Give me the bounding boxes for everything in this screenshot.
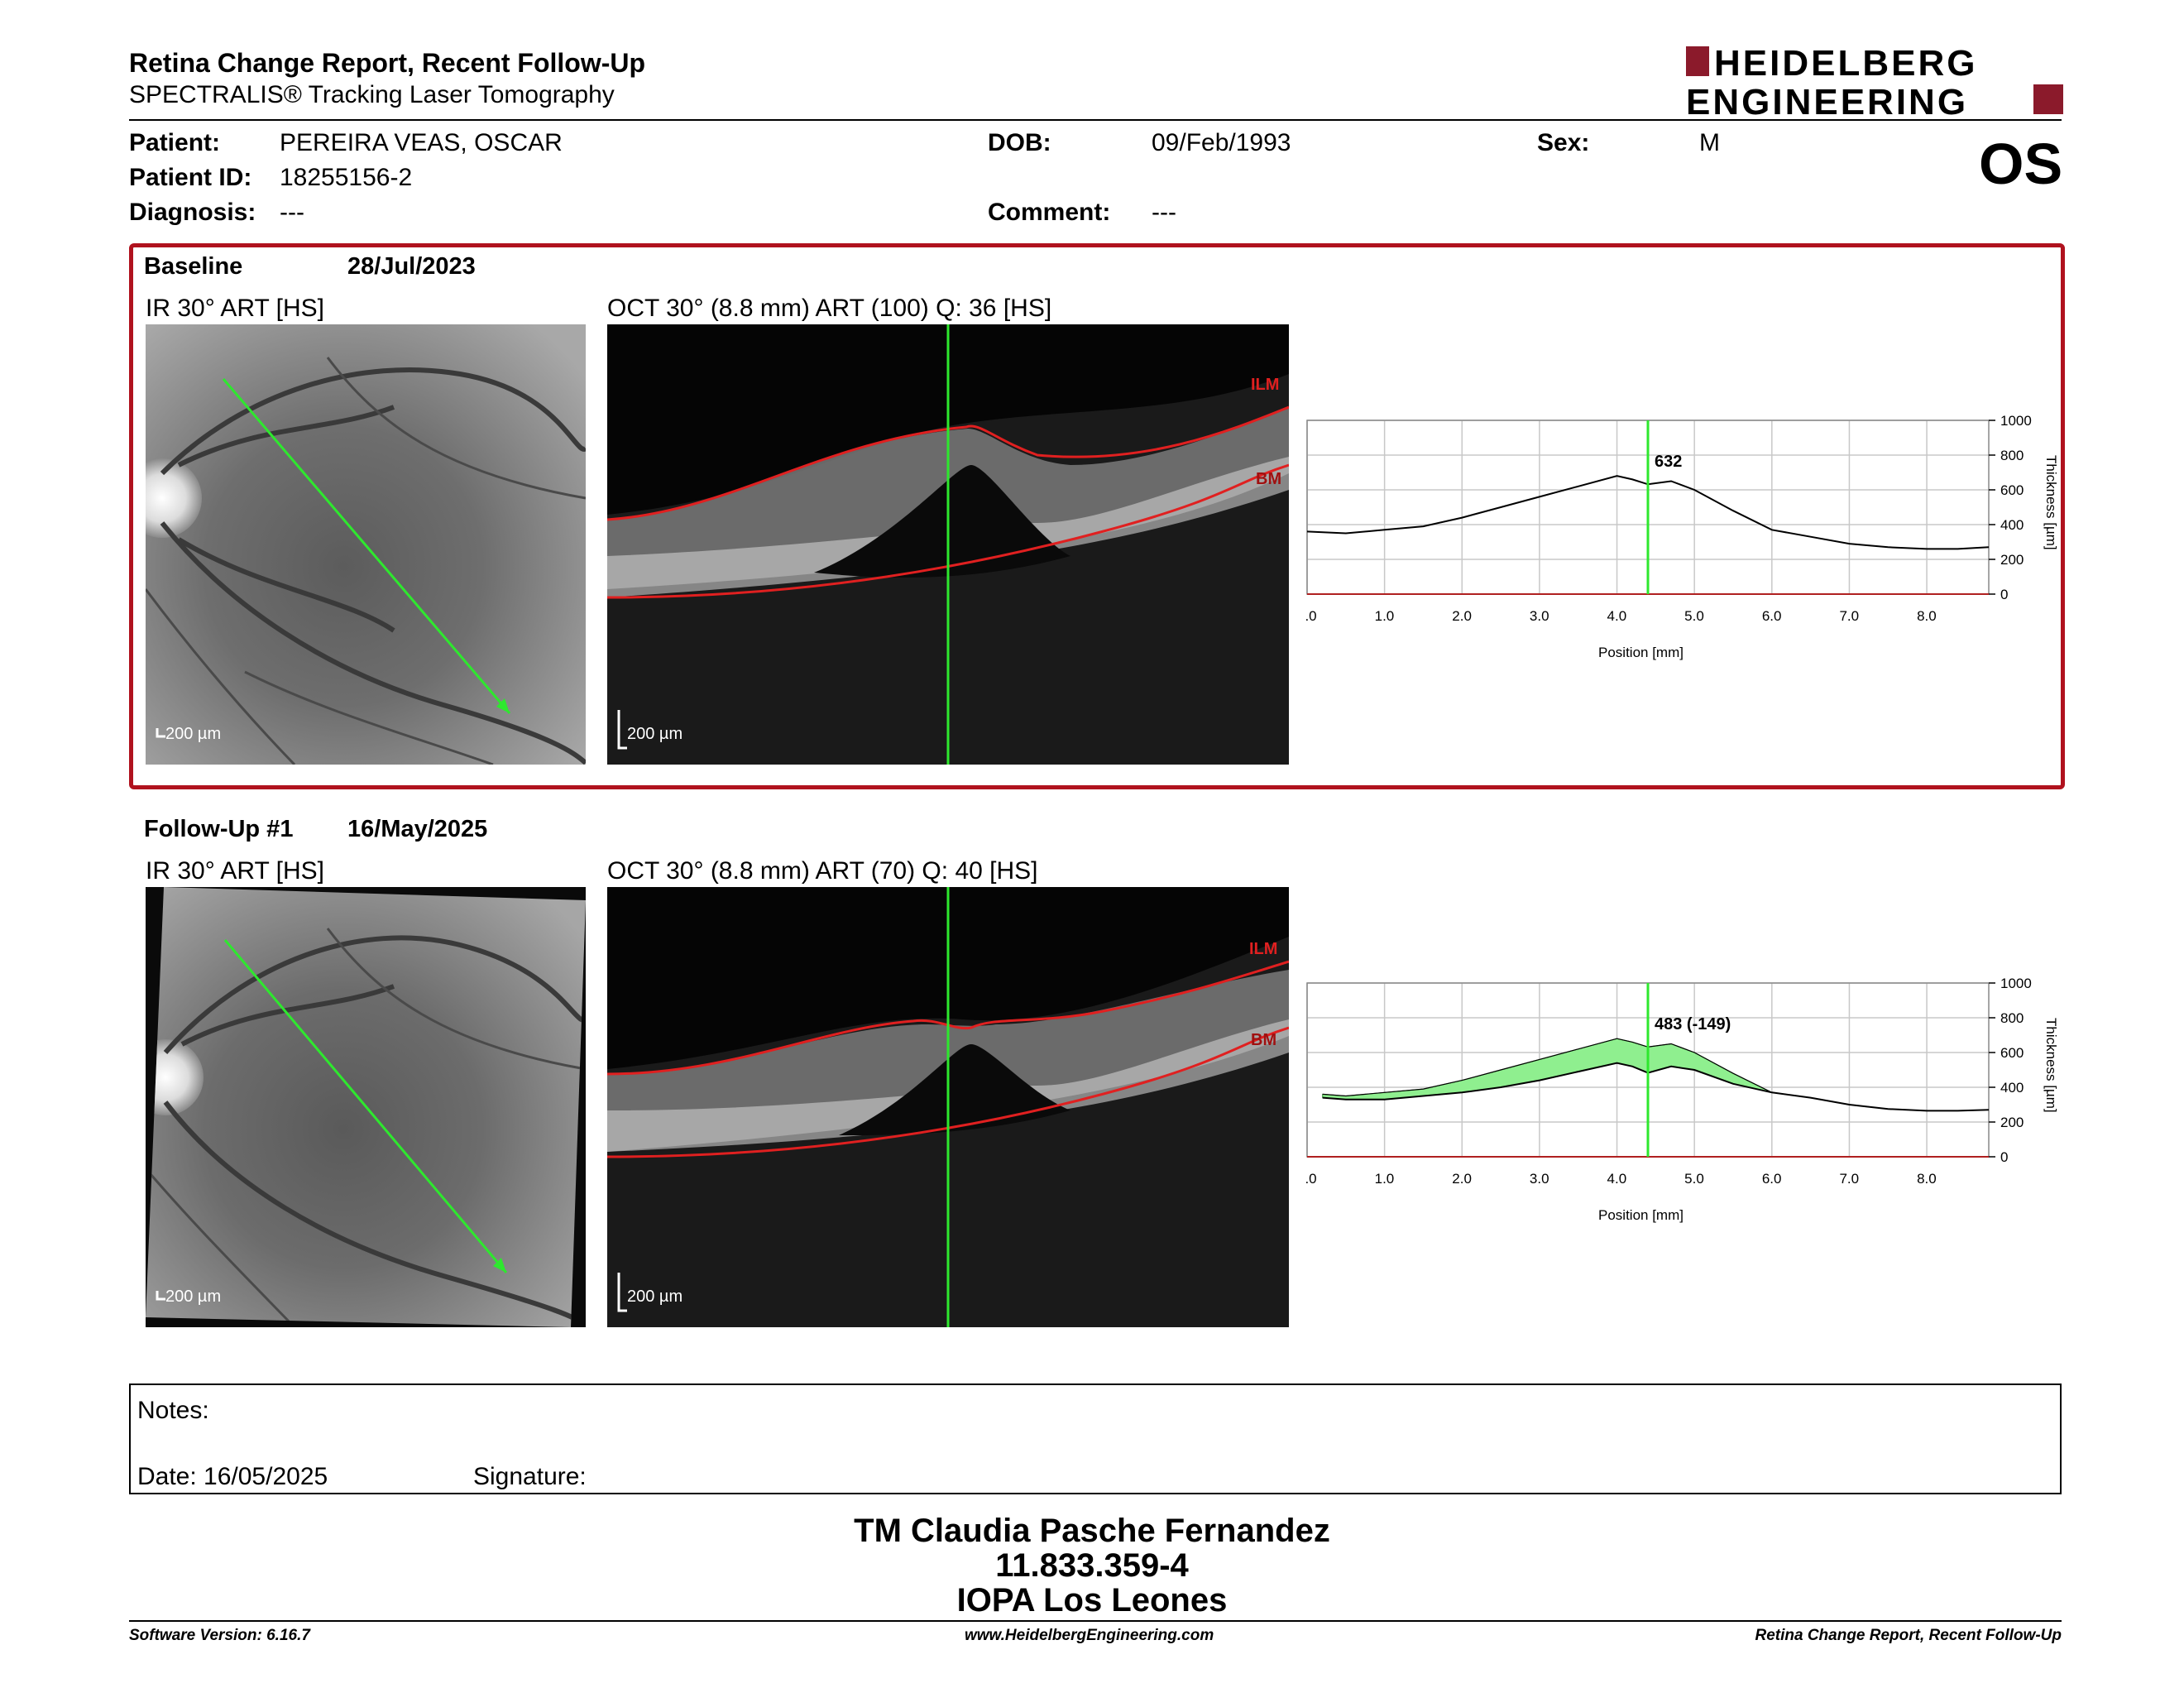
x-tick-label: 4.0 [1607, 1171, 1627, 1187]
baseline-section [129, 243, 2065, 789]
followup-date: 16/May/2025 [347, 816, 488, 842]
x-tick-label: 5.0 [1684, 608, 1704, 624]
heidelberg-logo: HEIDELBERG ENGINEERING [1686, 45, 2063, 117]
y-tick-label: 600 [2000, 482, 2024, 498]
comment-value: --- [1152, 199, 1176, 226]
x-tick-label: 4.0 [1607, 608, 1627, 624]
logo-line1: HEIDELBERG [1714, 45, 1977, 84]
notes-date: Date: 16/05/2025 [137, 1463, 328, 1490]
y-tick-label: 1000 [2000, 413, 2032, 429]
patient-label: Patient: [129, 129, 221, 156]
cursor-value-label: 632 [1655, 453, 1682, 471]
x-tick-label: 2.0 [1452, 608, 1472, 624]
report-title: Retina Change Report, Recent Follow-Up [129, 48, 646, 78]
followup-oct-label: OCT 30° (8.8 mm) ART (70) Q: 40 [HS] [607, 857, 1038, 885]
x-tick-label: 3.0 [1530, 1171, 1549, 1187]
report-subtitle: SPECTRALIS® Tracking Laser Tomography [129, 81, 615, 108]
signature-label: Signature: [473, 1463, 587, 1490]
baseline-ir-image: 200 µm [146, 324, 586, 765]
followup-ir-scale-bar [156, 1291, 165, 1301]
logo-line2: ENGINEERING [1686, 82, 1968, 117]
dob-label: DOB: [988, 129, 1051, 156]
y-axis-label: Thickness [µm] [2043, 455, 2059, 550]
x-tick-label: 8.0 [1917, 1171, 1937, 1187]
patient-id-label: Patient ID: [129, 164, 252, 191]
y-tick-label: 400 [2000, 1080, 2024, 1096]
baseline-date: 28/Jul/2023 [347, 253, 476, 280]
y-tick-label: 800 [2000, 1010, 2024, 1026]
baseline-ir-scale-bar [156, 728, 165, 738]
sex-label: Sex: [1537, 129, 1590, 156]
cursor-value-label: 483 (-149) [1655, 1015, 1731, 1033]
x-tick-label: 7.0 [1839, 608, 1859, 624]
y-tick-label: 0 [2000, 1149, 2008, 1165]
footer-website[interactable]: www.HeidelbergEngineering.com [965, 1627, 1214, 1644]
followup-thickness-chart: 0 200 400 600 800 1000 0.0 1.0 2.0 3.0 4.0 5.0 6.0 7.… [1305, 976, 2059, 1223]
x-axis-label: Position [mm] [1598, 645, 1684, 660]
notes-label: Notes: [137, 1397, 209, 1424]
x-tick-label: 6.0 [1762, 1171, 1782, 1187]
followup-oct-scale: 200 µm [627, 1288, 683, 1306]
y-tick-label: 0 [2000, 587, 2008, 602]
y-tick-label: 200 [2000, 1115, 2024, 1130]
x-tick-label: 0.0 [1305, 608, 1317, 624]
signer-id: 11.833.359-4 [995, 1547, 1189, 1584]
y-axis-label: Thickness [µm] [2043, 1018, 2059, 1113]
x-tick-label: 3.0 [1530, 608, 1549, 624]
signer-name: TM Claudia Pasche Fernandez [854, 1513, 1330, 1549]
y-tick-label: 600 [2000, 1045, 2024, 1061]
x-axis-label: Position [mm] [1598, 1207, 1684, 1223]
footer-software-version: Software Version: 6.16.7 [129, 1627, 310, 1644]
notes-box: Notes: Date: 16/05/2025 Signature: [129, 1383, 2062, 1494]
baseline-bm-label: BM [1256, 470, 1282, 488]
x-tick-label: 0.0 [1305, 1171, 1317, 1187]
y-tick-label: 400 [2000, 517, 2024, 533]
baseline-ilm-label: ILM [1251, 376, 1280, 394]
baseline-ir-label: IR 30° ART [HS] [146, 295, 324, 322]
followup-ir-image: 200 µm [146, 887, 586, 1327]
diagnosis-label: Diagnosis: [129, 199, 256, 226]
baseline-thickness-chart: 0 200 400 600 800 1000 0.0 1.0 2.0 3.0 4.0 5.0 6.0 7.… [1305, 413, 2059, 660]
footer-report-name: Retina Change Report, Recent Follow-Up [1755, 1627, 2062, 1644]
baseline-title: Baseline [144, 253, 243, 280]
x-tick-label: 8.0 [1917, 608, 1937, 624]
baseline-oct-image: ILM BM 200 µm [607, 324, 1289, 765]
baseline-ir-scale: 200 µm [165, 725, 222, 743]
x-tick-label: 6.0 [1762, 608, 1782, 624]
signer-institution: IOPA Los Leones [956, 1582, 1228, 1618]
y-tick-label: 800 [2000, 448, 2024, 463]
baseline-oct-scale-bar [617, 710, 627, 750]
footer-divider [129, 1620, 2062, 1622]
followup-oct-scale-bar [617, 1273, 627, 1312]
followup-ir-scale: 200 µm [165, 1288, 222, 1306]
diagnosis-value: --- [280, 199, 304, 226]
followup-ir-label: IR 30° ART [HS] [146, 857, 324, 885]
followup-bm-label: BM [1251, 1031, 1277, 1049]
followup-title: Follow-Up #1 [144, 816, 294, 842]
thickness-change-area [1322, 1038, 1990, 1111]
baseline-oct-scale: 200 µm [627, 725, 683, 743]
followup-oct-image: ILM BM 200 µm [607, 887, 1289, 1327]
header-divider [129, 119, 2062, 121]
x-tick-label: 1.0 [1375, 608, 1395, 624]
sex-value: M [1699, 129, 1720, 156]
patient-id: 18255156-2 [280, 164, 413, 191]
eye-indicator: OS [1979, 132, 2063, 196]
comment-label: Comment: [988, 199, 1111, 226]
baseline-oct-label: OCT 30° (8.8 mm) ART (100) Q: 36 [HS] [607, 295, 1052, 322]
y-tick-label: 200 [2000, 552, 2024, 568]
y-tick-label: 1000 [2000, 976, 2032, 991]
x-tick-label: 7.0 [1839, 1171, 1859, 1187]
followup-ilm-label: ILM [1249, 940, 1278, 958]
x-tick-label: 5.0 [1684, 1171, 1704, 1187]
x-tick-label: 1.0 [1375, 1171, 1395, 1187]
dob-value: 09/Feb/1993 [1152, 129, 1291, 156]
patient-name: PEREIRA VEAS, OSCAR [280, 129, 563, 156]
x-tick-label: 2.0 [1452, 1171, 1472, 1187]
